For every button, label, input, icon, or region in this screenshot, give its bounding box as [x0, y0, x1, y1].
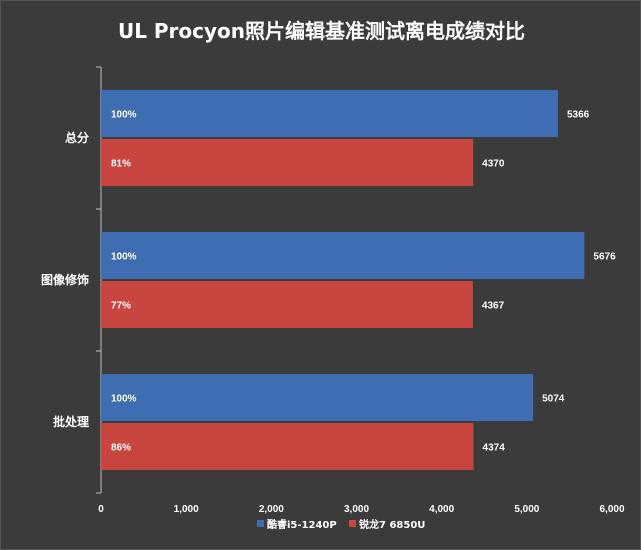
- category-label: 批处理: [53, 414, 89, 429]
- x-tick-label: 1,000: [174, 504, 199, 515]
- bar-value-label: 4370: [482, 159, 505, 170]
- chart-title: UL Procyon照片编辑基准测试离电成绩对比: [117, 19, 526, 43]
- x-tick-label: 5,000: [514, 504, 539, 515]
- bar-percent-label: 100%: [111, 110, 137, 121]
- bar: [101, 232, 585, 279]
- bar-value-label: 5366: [567, 110, 590, 121]
- x-tick-label: 6,000: [599, 504, 624, 515]
- bar: [101, 423, 474, 470]
- bar-value-label: 5074: [542, 394, 565, 405]
- category-label: 图像修饰: [41, 272, 89, 287]
- bar: [101, 374, 534, 421]
- bar-value-label: 4374: [483, 443, 506, 454]
- bar-value-label: 4367: [482, 301, 505, 312]
- legend-label: 锐龙7 6850U: [359, 518, 425, 531]
- x-tick-label: 4,000: [429, 504, 454, 515]
- bar: [101, 90, 559, 137]
- bar-percent-label: 86%: [111, 443, 131, 454]
- bar-percent-label: 100%: [111, 252, 137, 263]
- bar-value-label: 5676: [593, 252, 616, 263]
- x-tick-label: 0: [98, 504, 104, 515]
- x-tick-label: 3,000: [344, 504, 369, 515]
- x-tick-label: 2,000: [259, 504, 284, 515]
- legend-swatch: [257, 520, 264, 527]
- category-label: 总分: [65, 130, 89, 145]
- bar-percent-label: 100%: [111, 394, 137, 405]
- legend-swatch: [349, 520, 356, 527]
- bar: [101, 281, 473, 328]
- bar-percent-label: 81%: [111, 159, 131, 170]
- bar: [101, 139, 474, 186]
- bar-percent-label: 77%: [111, 301, 131, 312]
- legend-label: 酷睿i5-1240P: [267, 518, 337, 531]
